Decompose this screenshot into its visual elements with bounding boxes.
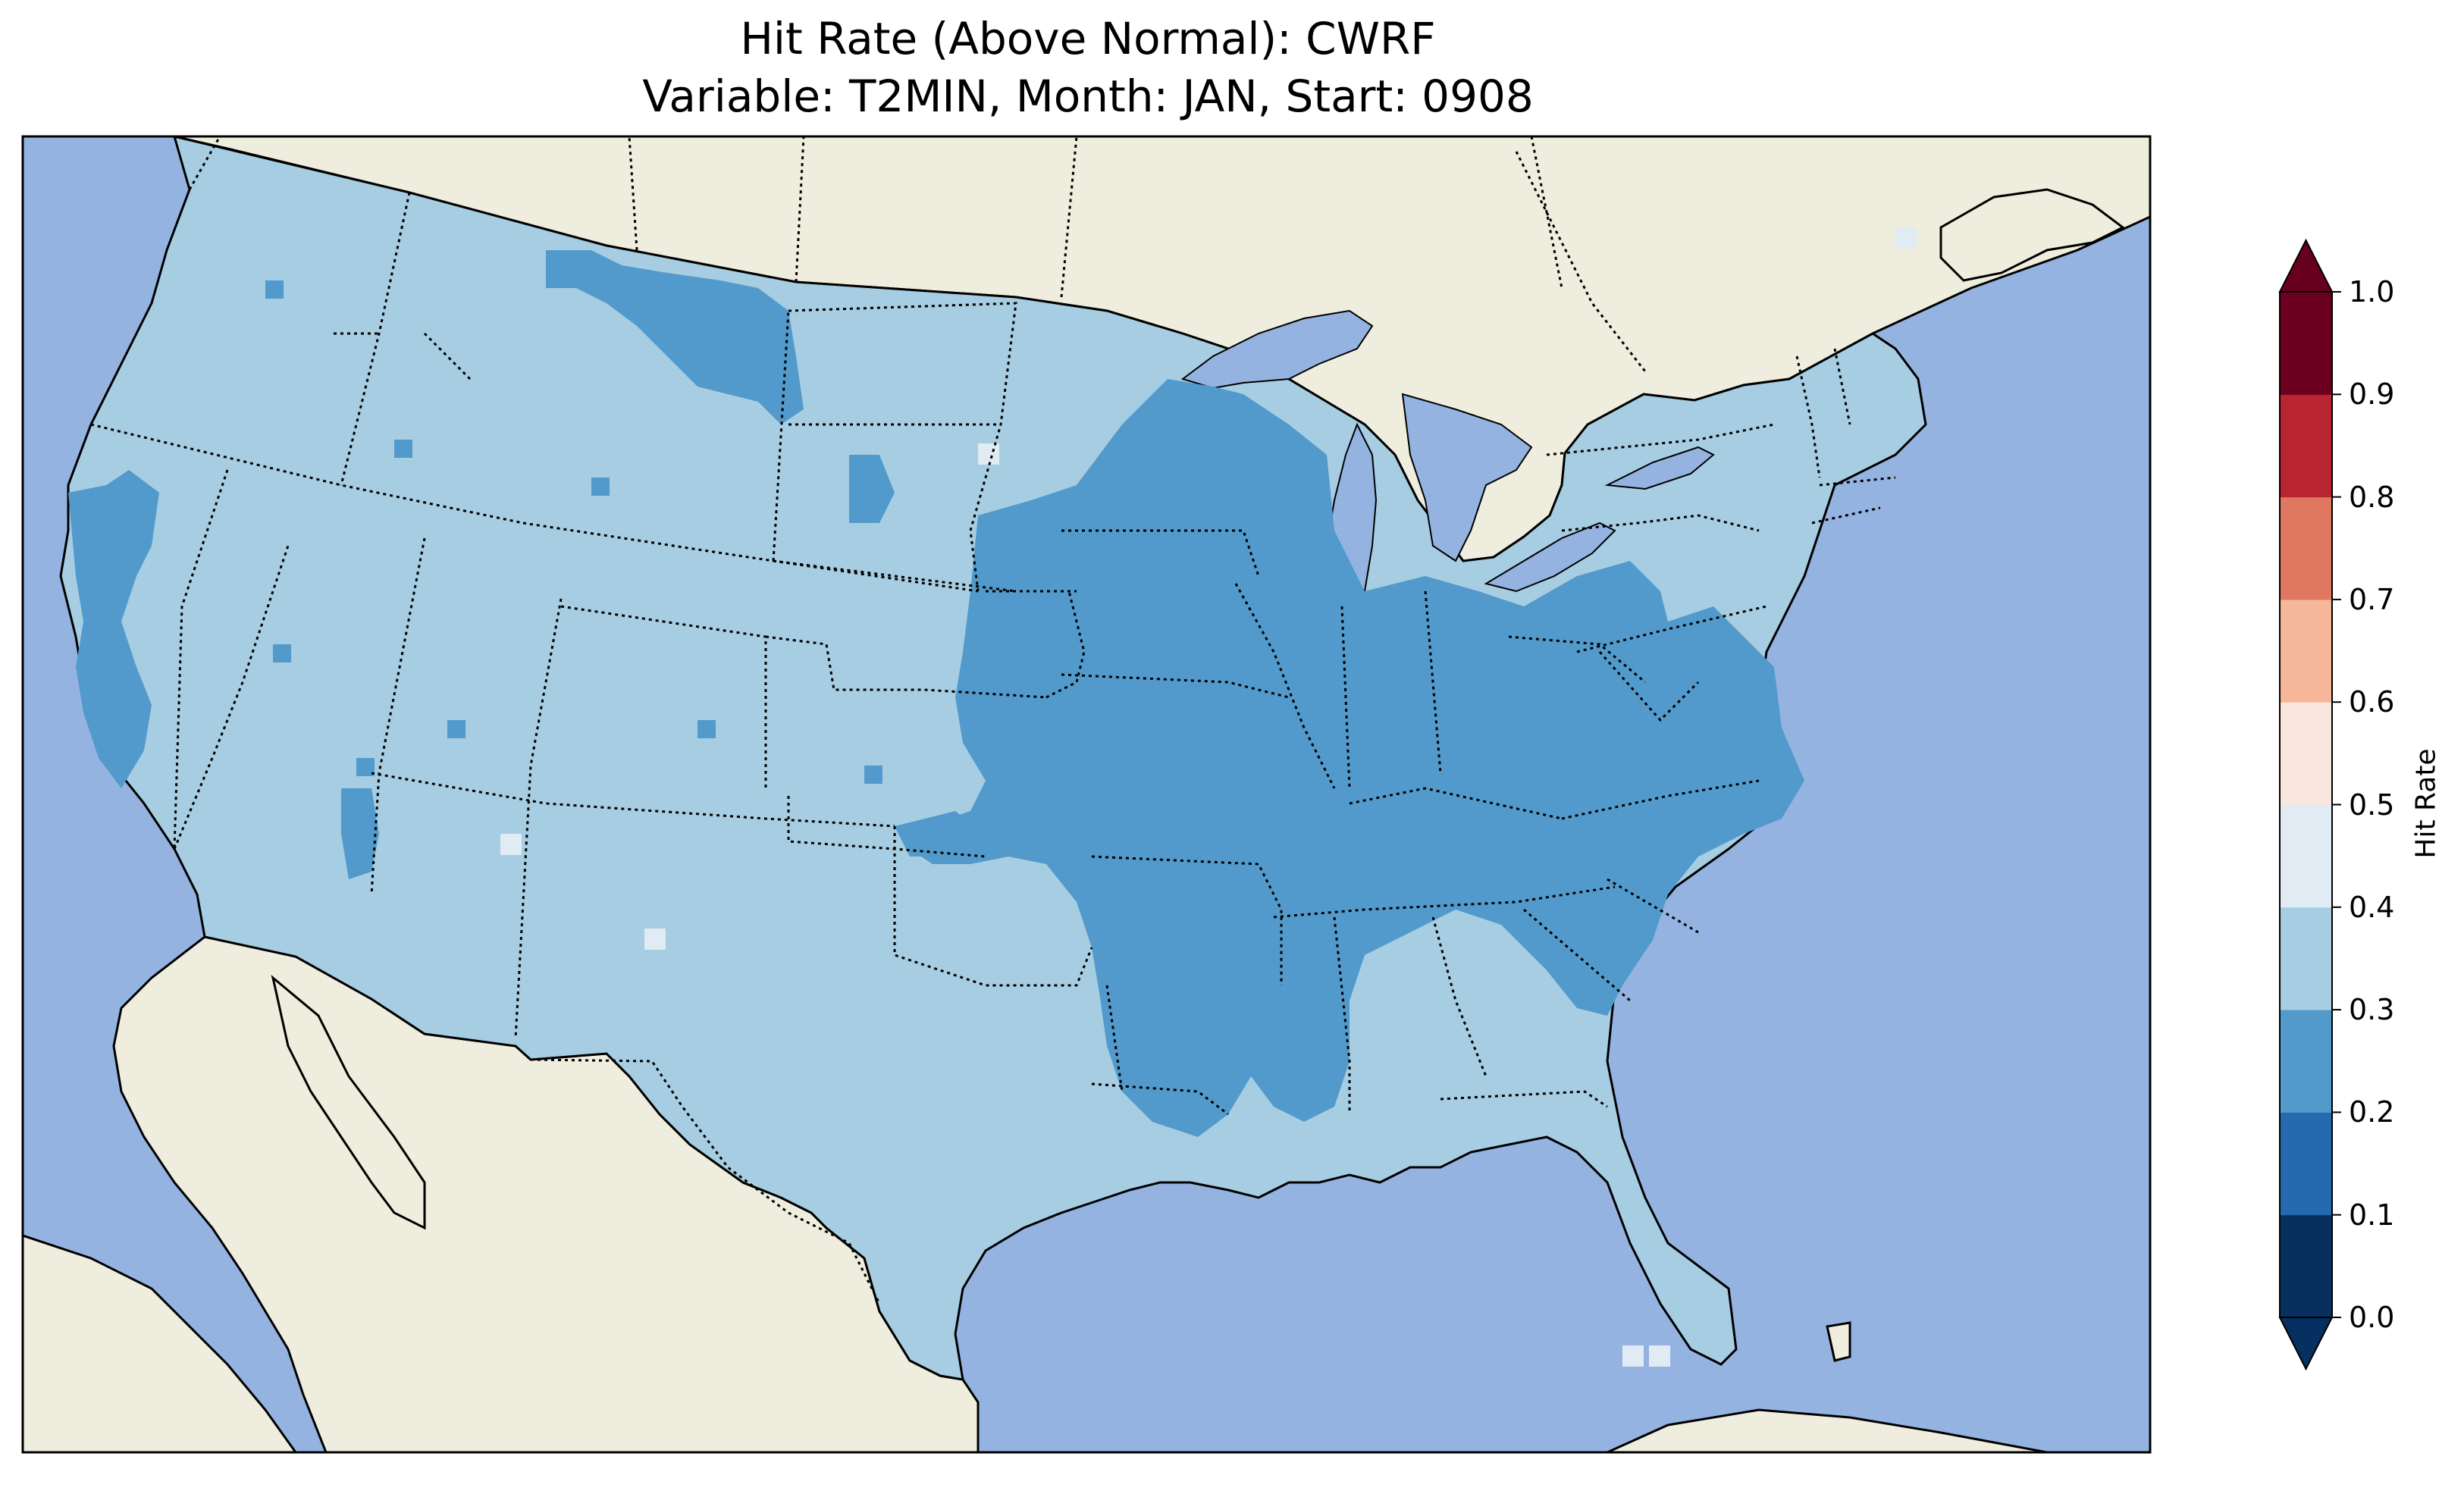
state-border	[1061, 673, 1290, 699]
state-border	[1333, 916, 1351, 1114]
state-border	[173, 545, 290, 850]
montana-low-hit-region	[546, 250, 804, 424]
state-border	[1091, 1082, 1229, 1116]
state-border	[340, 192, 411, 486]
lake-huron	[1401, 393, 1533, 562]
arizona-low-hit-region	[341, 788, 379, 879]
colorbar-tick-label: 1.0	[2349, 275, 2395, 309]
isolated-cell	[978, 443, 999, 465]
colorbar-segment	[2280, 292, 2332, 395]
state-border	[1424, 590, 1442, 774]
state-border	[893, 826, 1093, 987]
california-low-hit-region	[68, 470, 159, 788]
colorbar-segment	[2280, 1010, 2332, 1113]
speck-cell	[447, 720, 466, 738]
colorbar	[2278, 238, 2341, 1371]
colorbar-segment	[2280, 1214, 2332, 1318]
colorbar-tick-label: 0.7	[2349, 582, 2395, 616]
colorbar-segment	[2280, 1112, 2332, 1216]
state-border	[1440, 1090, 1608, 1108]
baja-land	[271, 975, 426, 1230]
colorbar-segment	[2280, 907, 2332, 1010]
speck-cell	[864, 766, 882, 784]
colorbar-extend-high	[2278, 238, 2334, 293]
cuba-land	[1607, 1408, 2048, 1452]
state-border	[1340, 606, 1351, 789]
lake-ontario	[1604, 446, 1715, 490]
dakota-low-hit-region	[849, 455, 895, 523]
state-border	[173, 469, 229, 850]
colorbar-label: Hit Rate	[2410, 748, 2442, 859]
state-border	[514, 598, 563, 1039]
isolated-cell	[1649, 1345, 1670, 1367]
state-border	[1833, 348, 1851, 425]
speck-cell	[265, 280, 284, 299]
colorbar-tick-label: 0.6	[2349, 685, 2395, 719]
country-border	[1515, 151, 1647, 372]
speck-cell	[394, 440, 412, 458]
state-borders	[90, 136, 1896, 1305]
state-border	[1091, 855, 1283, 985]
lake-superior	[1180, 309, 1374, 390]
colorbar-tick-label: 0.2	[2349, 1095, 2395, 1129]
colorbar-extend-low	[2278, 1317, 2334, 1371]
chart-subtitle: Variable: T2MIN, Month: JAN, Start: 0908	[642, 70, 1534, 122]
isolated-cell	[644, 929, 666, 950]
state-border	[1598, 651, 1700, 722]
state-border	[1819, 476, 1896, 487]
state-border	[773, 559, 979, 593]
isolated-cell	[1895, 227, 1917, 249]
state-border	[1811, 506, 1881, 525]
map-frame	[21, 135, 2152, 1454]
state-border	[371, 772, 895, 828]
colorbar-tick-label: 0.4	[2349, 890, 2395, 924]
isolated-cell	[500, 834, 522, 855]
state-border	[1234, 583, 1336, 789]
isolated-cell	[1622, 1345, 1644, 1367]
state-border	[1546, 423, 1775, 456]
colorbar-segment	[2280, 394, 2332, 498]
colorbar-tick-label: 0.9	[2349, 377, 2395, 412]
state-border	[1061, 529, 1260, 577]
state-border	[1523, 908, 1631, 1002]
state-border	[787, 796, 986, 858]
colorbar-tick-label: 0.5	[2349, 788, 2395, 822]
colorbar-tick-label: 0.0	[2349, 1301, 2395, 1334]
colorbar-segment	[2280, 702, 2332, 805]
country-border	[1530, 136, 1563, 289]
state-border	[370, 537, 426, 895]
state-border	[1795, 355, 1821, 478]
lake-erie	[1484, 521, 1616, 593]
colorbar-segment	[2280, 599, 2332, 703]
colorbar-tick-label: 0.3	[2349, 993, 2395, 1027]
midwest-low-hit-region	[910, 379, 1804, 1137]
bahamas-land	[1826, 1321, 1851, 1362]
country-border	[628, 136, 638, 251]
state-border	[1105, 985, 1124, 1092]
colorbar-segment	[2280, 496, 2332, 600]
speck-cell	[591, 478, 610, 496]
maritimes-land	[1939, 188, 2125, 282]
state-border	[1508, 635, 1646, 684]
speck-cell	[273, 644, 291, 662]
hit-rate-cells	[68, 227, 1917, 1367]
chart-title: Hit Rate (Above Normal): CWRF	[740, 13, 1436, 64]
colorbar-tick-label: 0.8	[2349, 480, 2395, 514]
state-border	[772, 310, 790, 562]
state-border	[1431, 916, 1487, 1077]
oklahoma-low-hit-region	[895, 811, 986, 857]
state-border	[1561, 779, 1760, 820]
speck-cell	[698, 720, 716, 738]
colorbar-tick-label: 0.1	[2349, 1198, 2395, 1232]
colorbar-segment	[2280, 804, 2332, 908]
state-border	[1045, 590, 1086, 699]
